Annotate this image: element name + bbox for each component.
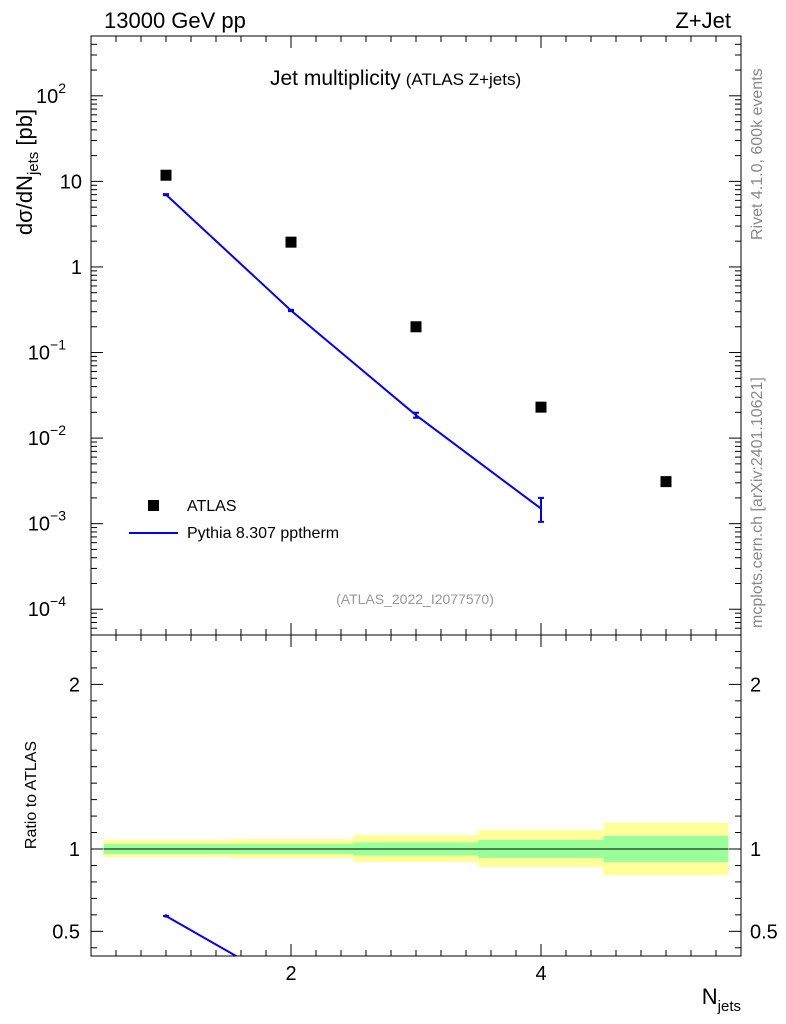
ratio-y-tick-label: 1 [69, 839, 80, 861]
plot-title: Jet multiplicity (ATLAS Z+jets) [270, 67, 521, 90]
main-plot-data [160, 169, 672, 523]
main-y-tick-label-exponent: −3 [50, 508, 66, 524]
main-y-axis-label-main: dσ/dN [12, 175, 37, 235]
main-y-tick-label: 10 [60, 171, 82, 193]
ratio-plot-frame [90, 634, 742, 957]
process-label: Z+Jet [675, 8, 731, 33]
legend-pythia-label: Pythia 8.307 pptherm [187, 525, 339, 542]
mcplots-label: mcplots.cern.ch [arXiv:2401.10621] [749, 377, 766, 628]
main-y-tick-label: 1 [71, 257, 82, 279]
plot-title-main: Jet multiplicity [270, 67, 401, 90]
main-y-tick-label: 102 [36, 80, 66, 108]
atlas-data-point [285, 236, 297, 248]
rivet-label: Rivet 4.1.0, 600k events [749, 68, 766, 240]
atlas-data-point [410, 321, 422, 333]
energy-label: 13000 GeV pp [104, 8, 246, 33]
x-tick-label: 2 [285, 963, 296, 985]
main-y-tick-label-exponent: −2 [50, 422, 66, 438]
atlas-data-point [160, 169, 172, 181]
legend-atlas-label: ATLAS [187, 498, 237, 515]
x-axis-label-sub: jets [717, 998, 741, 1015]
main-y-tick-label-exponent: 2 [58, 80, 66, 96]
ratio-mc-point [164, 914, 168, 918]
main-y-tick-label: 10−1 [28, 337, 66, 365]
main-plot-frame [90, 35, 742, 636]
main-y-tick-label-exponent: −4 [50, 593, 66, 609]
x-axis-label: Njets [702, 984, 741, 1015]
ratio-plot-data [103, 848, 729, 956]
ratio-y-axis-label: Ratio to ATLAS [23, 741, 40, 849]
main-y-axis-label: dσ/dNjets [pb] [12, 109, 42, 235]
atlas-data-point [535, 401, 547, 413]
main-y-tick-label: 10−4 [28, 593, 66, 621]
main-y-axis-label-unit: [pb] [12, 109, 37, 152]
x-tick-label: 4 [535, 963, 546, 985]
plot-subtitle: (ATLAS Z+jets) [406, 70, 521, 89]
analysis-id: (ATLAS_2022_I2077570) [336, 591, 494, 607]
main-y-tick-label: 10−2 [28, 422, 66, 450]
atlas-data-point [660, 476, 672, 488]
ratio-y-tick-label-right: 0.5 [750, 921, 778, 943]
legend-atlas-marker [148, 500, 159, 511]
main-y-tick-label: 10−3 [28, 508, 66, 536]
pythia-series-line [165, 193, 542, 510]
ratio-mc-line [165, 915, 239, 956]
ratio-y-tick-label-right: 2 [750, 674, 761, 696]
legend: ATLAS Pythia 8.307 pptherm [129, 498, 339, 542]
ratio-y-tick-label-right: 1 [750, 839, 761, 861]
ratio-y-tick-label: 0.5 [52, 921, 80, 943]
ratio-y-tick-label: 2 [69, 674, 80, 696]
main-y-tick-label-exponent: −1 [50, 337, 66, 353]
main-y-axis-label-sub: jets [25, 152, 42, 176]
